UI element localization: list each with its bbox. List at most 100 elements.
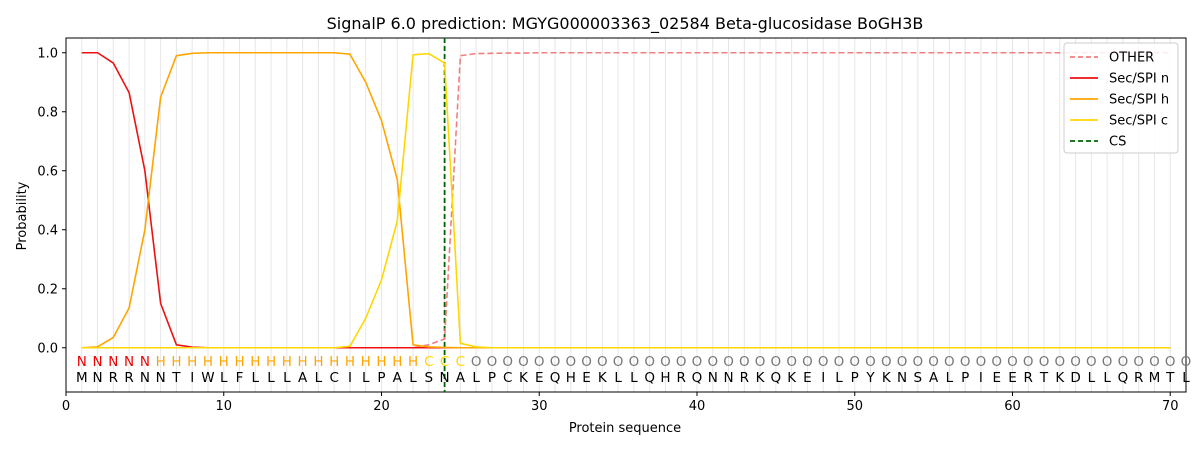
residue-label: A (456, 370, 466, 386)
region-label: H (266, 354, 276, 370)
region-label: O (944, 354, 955, 370)
residue-label: K (519, 370, 529, 386)
region-label: O (1118, 354, 1129, 370)
region-label: O (692, 354, 703, 370)
residue-label: I (979, 370, 983, 386)
region-label: O (581, 354, 592, 370)
series-line-sec-spi-h (81, 51, 1171, 349)
residue-label: A (298, 370, 308, 386)
residue-label: E (1008, 370, 1017, 386)
x-tick-label: 0 (62, 399, 70, 414)
residue-label: H (660, 370, 670, 386)
region-label: O (818, 354, 829, 370)
region-label: O (518, 354, 529, 370)
region-label: H (203, 354, 213, 370)
region-label: H (313, 354, 323, 370)
residue-label: Q (692, 370, 703, 386)
region-label: O (739, 354, 750, 370)
region-label: O (1165, 354, 1176, 370)
residue-label: Q (771, 370, 782, 386)
residue-label: L (630, 370, 638, 386)
residue-label: F (236, 370, 244, 386)
x-tick-label: 40 (689, 399, 706, 414)
residue-label: S (425, 370, 434, 386)
legend-entry: Sec/SPI c (1109, 114, 1168, 129)
residue-label: S (914, 370, 923, 386)
legend-entry: CS (1109, 135, 1126, 150)
region-label: O (786, 354, 797, 370)
region-label: O (1133, 354, 1144, 370)
legend-entry: Sec/SPI n (1109, 72, 1169, 87)
residue-label: N (156, 370, 166, 386)
region-label: O (707, 354, 718, 370)
residue-label: R (740, 370, 749, 386)
region-label: O (629, 354, 640, 370)
plot-frame (65, 37, 1187, 393)
region-label: C (424, 354, 433, 370)
residue-label: N (440, 370, 450, 386)
region-label: O (644, 354, 655, 370)
residue-label: L (409, 370, 417, 386)
residue-label: R (1024, 370, 1033, 386)
region-label: H (156, 354, 166, 370)
legend: OTHER Sec/SPI n Sec/SPI h Sec/SPI c CS (1063, 42, 1179, 154)
region-label: O (723, 354, 734, 370)
legend-box (1063, 42, 1179, 154)
region-label: O (928, 354, 939, 370)
residue-label: L (267, 370, 275, 386)
region-label: O (755, 354, 766, 370)
y-tick-label: 0.8 (37, 105, 58, 120)
region-label: H (345, 354, 355, 370)
residue-label: Y (865, 370, 875, 386)
region-label: O (660, 354, 671, 370)
residue-label: M (76, 370, 88, 386)
series-line-other (81, 51, 1171, 349)
region-label: O (1149, 354, 1160, 370)
residue-label: R (677, 370, 686, 386)
residue-label: P (488, 370, 496, 386)
region-label: O (802, 354, 813, 370)
residue-label: L (315, 370, 323, 386)
residue-label: Q (550, 370, 561, 386)
region-label: H (392, 354, 402, 370)
region-label: H (329, 354, 339, 370)
region-label: O (471, 354, 482, 370)
region-label: H (376, 354, 386, 370)
residue-label: P (851, 370, 859, 386)
residue-label: W (201, 370, 214, 386)
x-tick-label: 50 (846, 399, 863, 414)
residue-label: L (220, 370, 228, 386)
residue-label: N (708, 370, 718, 386)
region-label: O (881, 354, 892, 370)
residue-label: R (1134, 370, 1143, 386)
residue-label: I (348, 370, 352, 386)
residue-label: K (787, 370, 797, 386)
residue-label: L (252, 370, 260, 386)
region-label: O (502, 354, 513, 370)
residue-label: L (1182, 370, 1190, 386)
region-label: H (298, 354, 308, 370)
region-label: O (1102, 354, 1113, 370)
residue-label: R (124, 370, 133, 386)
region-label: O (849, 354, 860, 370)
region-label: N (124, 354, 134, 370)
legend-entry: OTHER (1109, 51, 1154, 66)
region-label: O (1181, 354, 1192, 370)
residue-label: R (109, 370, 118, 386)
region-label: H (250, 354, 260, 370)
region-label: O (1054, 354, 1065, 370)
residue-label: K (882, 370, 892, 386)
region-label: O (1007, 354, 1018, 370)
residue-label: L (835, 370, 843, 386)
residue-label: L (283, 370, 291, 386)
residue-label: K (598, 370, 608, 386)
residue-label: M (1149, 370, 1161, 386)
region-label: O (913, 354, 924, 370)
residue-label: I (190, 370, 194, 386)
region-label: O (1023, 354, 1034, 370)
region-label: O (976, 354, 987, 370)
x-tick-label: 30 (531, 399, 548, 414)
region-label: O (565, 354, 576, 370)
region-label: O (550, 354, 561, 370)
